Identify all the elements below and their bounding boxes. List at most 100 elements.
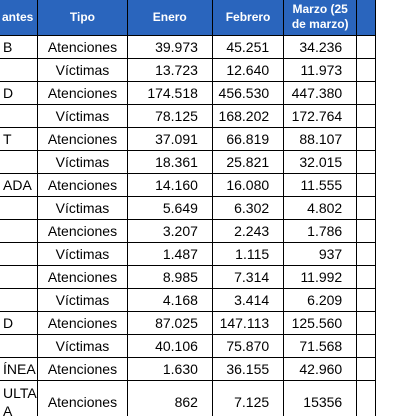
row-enero: 14.160	[126, 173, 213, 197]
row-enero: 37.091	[126, 127, 213, 151]
row-tipo: Atenciones	[37, 127, 128, 151]
row-enero: 39.973	[126, 35, 213, 59]
row-marzo: 937	[283, 242, 358, 266]
row-tipo: Atenciones	[37, 311, 128, 335]
row-tipo: Víctimas	[37, 242, 128, 266]
header-marzo: Marzo (25 de marzo)	[283, 0, 358, 36]
row-marzo: 11.555	[283, 173, 358, 197]
table-row: T Atenciones 37.091 66.819 88.107	[0, 127, 376, 151]
row-marzo: 71.568	[283, 334, 358, 358]
row-febrero: 1.115	[211, 242, 285, 266]
row-febrero: 7.125	[211, 380, 285, 416]
row-febrero: 66.819	[211, 127, 285, 151]
row-category	[0, 242, 39, 266]
row-tipo: Atenciones	[37, 357, 128, 381]
row-tipo: Víctimas	[37, 150, 128, 174]
row-enero: 1.630	[126, 357, 213, 381]
row-marzo: 4.802	[283, 196, 358, 220]
row-extra	[356, 196, 376, 220]
row-category: ÍNEA	[0, 357, 39, 381]
row-extra	[356, 81, 376, 105]
row-category	[0, 334, 39, 358]
row-marzo: 32.015	[283, 150, 358, 174]
attention-victims-table: antes Tipo Enero Febrero Marzo (25 de ma…	[0, 0, 376, 416]
row-enero: 13.723	[126, 58, 213, 82]
header-enero: Enero	[126, 0, 213, 36]
row-extra	[356, 380, 376, 416]
row-marzo: 88.107	[283, 127, 358, 151]
row-enero: 8.985	[126, 265, 213, 289]
row-extra	[356, 173, 376, 197]
header-febrero: Febrero	[211, 0, 285, 36]
row-enero: 1.487	[126, 242, 213, 266]
row-tipo: Atenciones	[37, 265, 128, 289]
row-enero: 3.207	[126, 219, 213, 243]
table-row: Víctimas 5.649 6.302 4.802	[0, 196, 376, 220]
table-row: Víctimas 1.487 1.115 937	[0, 242, 376, 266]
row-extra	[356, 219, 376, 243]
row-enero: 4.168	[126, 288, 213, 312]
row-extra	[356, 311, 376, 335]
table-row: Atenciones 8.985 7.314 11.992	[0, 265, 376, 289]
row-febrero: 168.202	[211, 104, 285, 128]
row-category	[0, 196, 39, 220]
row-tipo: Atenciones	[37, 81, 128, 105]
row-febrero: 16.080	[211, 173, 285, 197]
row-marzo: 172.764	[283, 104, 358, 128]
row-category: T	[0, 127, 39, 151]
row-marzo: 34.236	[283, 35, 358, 59]
row-enero: 87.025	[126, 311, 213, 335]
row-tipo: Víctimas	[37, 58, 128, 82]
row-febrero: 75.870	[211, 334, 285, 358]
header-extra	[356, 0, 376, 36]
row-enero: 18.361	[126, 150, 213, 174]
row-marzo: 15356	[283, 380, 358, 416]
row-tipo: Víctimas	[37, 334, 128, 358]
row-category	[0, 219, 39, 243]
row-tipo: Víctimas	[37, 104, 128, 128]
row-extra	[356, 242, 376, 266]
row-extra	[356, 58, 376, 82]
row-extra	[356, 35, 376, 59]
row-extra	[356, 150, 376, 174]
row-enero: 40.106	[126, 334, 213, 358]
row-marzo: 42.960	[283, 357, 358, 381]
row-febrero: 12.640	[211, 58, 285, 82]
row-tipo: Víctimas	[37, 288, 128, 312]
row-febrero: 45.251	[211, 35, 285, 59]
row-febrero: 7.314	[211, 265, 285, 289]
row-febrero: 3.414	[211, 288, 285, 312]
row-category	[0, 150, 39, 174]
row-tipo: Atenciones	[37, 380, 128, 416]
table-header-row: antes Tipo Enero Febrero Marzo (25 de ma…	[0, 0, 376, 36]
table-row: ADA Atenciones 14.160 16.080 11.555	[0, 173, 376, 197]
row-tipo: Atenciones	[37, 173, 128, 197]
table-row: ULTA A Atenciones 862 7.125 15356	[0, 380, 376, 416]
row-extra	[356, 104, 376, 128]
row-category	[0, 104, 39, 128]
row-extra	[356, 265, 376, 289]
row-category: D	[0, 311, 39, 335]
table-row: B Atenciones 39.973 45.251 34.236	[0, 35, 376, 59]
row-extra	[356, 288, 376, 312]
table-row: D Atenciones 174.518 456.530 447.380	[0, 81, 376, 105]
row-enero: 78.125	[126, 104, 213, 128]
row-enero: 5.649	[126, 196, 213, 220]
row-category: ULTA A	[0, 380, 39, 416]
row-tipo: Atenciones	[37, 35, 128, 59]
header-category: antes	[0, 0, 39, 36]
row-category: B	[0, 35, 39, 59]
row-extra	[356, 127, 376, 151]
table-row: Víctimas 13.723 12.640 11.973	[0, 58, 376, 82]
row-extra	[356, 357, 376, 381]
table-row: ÍNEA Atenciones 1.630 36.155 42.960	[0, 357, 376, 381]
table-row: Víctimas 40.106 75.870 71.568	[0, 334, 376, 358]
table-row: Víctimas 4.168 3.414 6.209	[0, 288, 376, 312]
row-marzo: 125.560	[283, 311, 358, 335]
header-tipo: Tipo	[37, 0, 128, 36]
row-marzo: 11.973	[283, 58, 358, 82]
row-category	[0, 288, 39, 312]
row-category	[0, 58, 39, 82]
row-enero: 174.518	[126, 81, 213, 105]
